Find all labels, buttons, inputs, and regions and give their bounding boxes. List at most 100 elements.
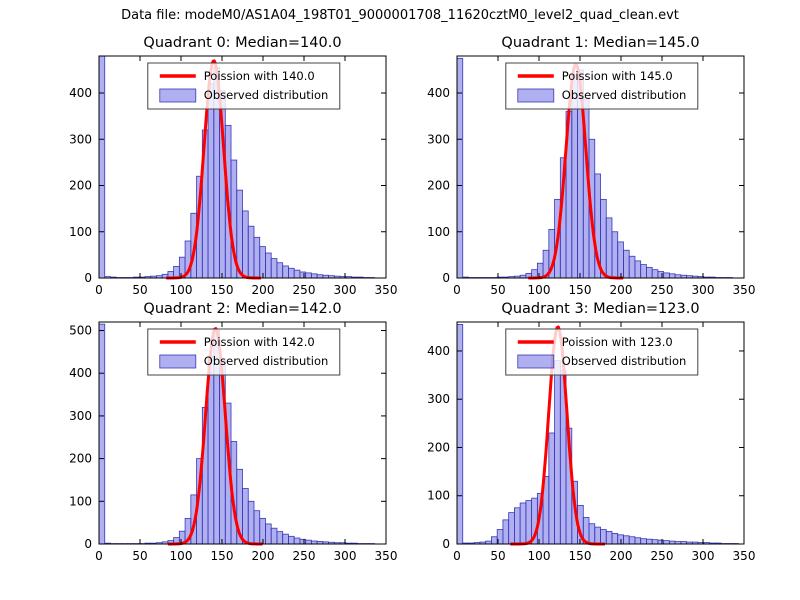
histogram-bar (554, 360, 561, 545)
histogram-bar (651, 539, 659, 545)
x-tick-label: 100 (170, 283, 193, 297)
y-tick-label: 400 (69, 86, 92, 100)
histogram-bar (265, 252, 272, 279)
histogram-bar (605, 531, 613, 545)
x-tick-label: 50 (490, 283, 505, 297)
x-tick-label: 350 (733, 283, 756, 297)
x-tick-label: 0 (453, 549, 461, 563)
x-tick-label: 300 (692, 283, 715, 297)
histogram-bar (611, 231, 619, 279)
x-tick-label: 250 (651, 549, 674, 563)
histogram-bar (634, 260, 642, 279)
histogram-bar (293, 269, 301, 279)
histogram-bar (253, 510, 261, 545)
x-tick-label: 150 (211, 549, 234, 563)
x-tick-label: 350 (375, 549, 398, 563)
histogram-bar (253, 236, 261, 279)
y-tick-label: 100 (69, 225, 92, 239)
histogram-bar (623, 535, 630, 545)
histogram-bar (282, 265, 289, 279)
x-tick-label: 250 (293, 549, 316, 563)
histogram-bar (293, 537, 301, 545)
legend-label-curve: Poission with 140.0 (204, 69, 315, 83)
y-tick-label: 400 (427, 344, 450, 358)
x-tick-label: 350 (733, 549, 756, 563)
histogram-bar (663, 272, 670, 279)
histogram-bar (525, 500, 533, 545)
histogram-bar (242, 488, 249, 545)
histogram-bar (247, 225, 255, 279)
x-tick-label: 250 (651, 283, 674, 297)
histogram-bar (299, 538, 307, 545)
histogram-bar (288, 267, 295, 279)
legend-label-curve: Poission with 145.0 (562, 69, 673, 83)
y-tick-label: 200 (69, 452, 92, 466)
histogram-bar (600, 198, 607, 279)
subplot-quadrant-1: 0 50 100 150 200 250 300 350 0 100 200 300 400 Quadra… (399, 26, 756, 304)
histogram-bar (242, 210, 249, 279)
y-tick-label: 300 (427, 132, 450, 146)
legend-label-curve: Poission with 123.0 (562, 335, 673, 349)
y-tick-label: 100 (427, 489, 450, 503)
histogram-bar (456, 324, 464, 545)
x-tick-label: 200 (252, 283, 275, 297)
subplot-quadrant-2: 0 50 100 150 200 250 300 350 0 100 200 300 400 500 Qua… (41, 292, 398, 570)
y-tick-label: 100 (427, 225, 450, 239)
histogram-bar (605, 217, 613, 279)
axis-frame (98, 55, 387, 279)
histogram-bar (270, 527, 278, 545)
histogram-bar (634, 537, 642, 545)
legend-label-curve: Poission with 142.0 (204, 335, 315, 349)
y-tick-label: 0 (84, 271, 92, 285)
histogram-bar (514, 507, 521, 545)
histogram-bar (640, 264, 647, 279)
histogram-bar (491, 536, 498, 545)
legend-box (147, 62, 341, 110)
histogram-bar (657, 539, 665, 545)
legend-box (505, 62, 699, 110)
subplot-title: Quadrant 0: Median=140.0 (143, 35, 341, 51)
x-tick-label: 0 (95, 283, 103, 297)
histogram-bar (600, 529, 607, 545)
y-tick-label: 300 (427, 392, 450, 406)
y-tick-label: 400 (427, 86, 450, 100)
histogram-bar (299, 271, 307, 279)
figure-title: Data file: modeM0/AS1A04_198T01_90000017… (121, 8, 679, 23)
axis-frame (456, 55, 745, 279)
x-tick-label: 300 (334, 549, 357, 563)
histogram-bar (594, 526, 601, 545)
histogram-bar (623, 249, 630, 279)
axis-frame (456, 321, 745, 545)
histogram-bar (548, 432, 555, 545)
histogram-bar (276, 531, 284, 545)
x-tick-label: 100 (528, 549, 551, 563)
legend-box (505, 328, 699, 376)
y-tick-label: 200 (427, 179, 450, 193)
subplot-title: Quadrant 2: Median=142.0 (143, 301, 341, 317)
x-tick-label: 50 (132, 549, 147, 563)
legend-patch-sample (517, 354, 555, 369)
y-tick-label: 0 (442, 271, 450, 285)
x-tick-label: 50 (132, 283, 147, 297)
legend-patch-sample (159, 88, 197, 103)
x-tick-label: 150 (211, 283, 234, 297)
x-tick-label: 100 (528, 283, 551, 297)
poisson-curve (166, 59, 262, 280)
x-tick-label: 0 (453, 283, 461, 297)
histogram-bar (657, 271, 665, 279)
x-tick-label: 150 (569, 549, 592, 563)
histogram-bar (663, 540, 670, 545)
histogram-bar (207, 83, 215, 279)
histogram-bar (98, 55, 106, 279)
x-tick-label: 50 (490, 549, 505, 563)
x-tick-label: 300 (334, 283, 357, 297)
legend-label-hist: Observed distribution (204, 88, 329, 102)
subplot-quadrant-0: 0 50 100 150 200 250 300 350 0 100 200 300 400 Quadra… (41, 26, 398, 304)
x-tick-label: 200 (252, 549, 275, 563)
histogram-bar (305, 272, 312, 279)
histogram-bar (270, 258, 278, 279)
histogram-bar (456, 57, 464, 279)
subplot-svg-2: 0 50 100 150 200 250 300 350 0 100 200 300 400 500 Qua… (69, 301, 398, 563)
legend-label-hist: Observed distribution (204, 354, 329, 368)
